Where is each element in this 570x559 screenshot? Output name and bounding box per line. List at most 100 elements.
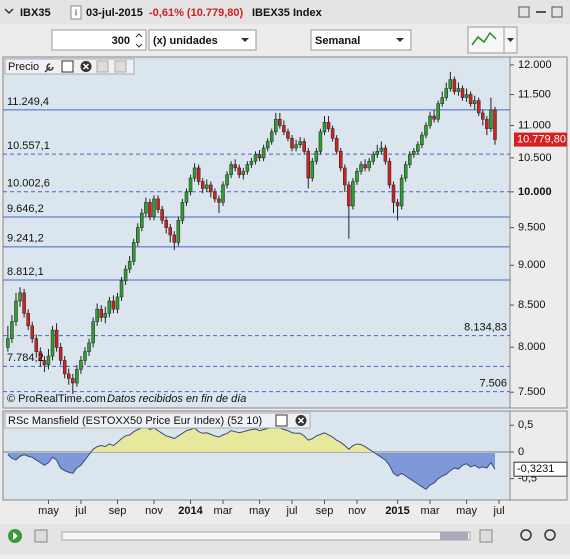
candle-body — [164, 220, 168, 228]
candle-body — [387, 160, 392, 186]
candle-body — [87, 342, 91, 352]
candle-body — [221, 184, 225, 203]
candle-body — [269, 131, 274, 142]
fit-button[interactable] — [479, 529, 493, 543]
restore-button[interactable] — [518, 6, 530, 18]
indicator-header — [4, 412, 311, 429]
indicator-close-x — [297, 417, 305, 424]
units-input[interactable] — [51, 29, 147, 51]
symbol-dropdown[interactable] — [4, 8, 14, 15]
chart-style-icon — [471, 31, 497, 46]
candle-body — [200, 181, 205, 189]
y-tick-label: 8.500 — [518, 299, 546, 311]
candle-body — [326, 122, 331, 129]
last-price-box — [514, 132, 567, 147]
candle-body — [245, 164, 250, 172]
y-tick-label: 9.500 — [518, 222, 546, 234]
candle-body — [127, 261, 132, 270]
candle-body — [152, 198, 156, 217]
candle-body — [140, 212, 144, 228]
candle-body — [318, 131, 323, 152]
candle-body — [119, 280, 124, 298]
units-select[interactable] — [148, 29, 257, 51]
x-tick-label: jul — [493, 505, 505, 517]
y-tick-label: 9.000 — [518, 259, 546, 271]
negative-area — [7, 452, 495, 490]
candle-body — [91, 321, 95, 344]
level-label: 8.134,83 — [464, 322, 507, 334]
maximize-button[interactable] — [551, 6, 563, 18]
candle-body — [205, 184, 209, 189]
scrollbar[interactable] — [61, 531, 471, 541]
candle-body — [306, 151, 311, 179]
candle-body — [83, 351, 87, 361]
y-tick-label: 8.000 — [518, 341, 546, 353]
candle-body — [294, 144, 298, 149]
candle-body — [448, 79, 453, 89]
last-value-label: -0,3231 — [517, 463, 554, 475]
indicator-line — [7, 425, 496, 490]
candle-body — [436, 103, 440, 120]
candle-body — [22, 292, 26, 314]
candle-body — [184, 191, 189, 203]
x-tick-label: may — [456, 505, 477, 517]
candle-body — [18, 292, 22, 302]
candle-body — [71, 378, 75, 384]
candle-body — [375, 151, 380, 155]
zoom-in[interactable] — [544, 529, 556, 541]
candle-body — [229, 164, 233, 175]
candle-body — [330, 128, 335, 139]
symbol: IBX35 — [20, 7, 51, 19]
candle-body — [131, 242, 136, 262]
candle-body — [355, 171, 359, 182]
period-select[interactable] — [310, 29, 412, 51]
candle-body — [363, 164, 367, 169]
down-icon[interactable] — [114, 60, 127, 73]
x-tick-label: sep — [109, 505, 127, 517]
scroll-thumb[interactable] — [440, 532, 468, 540]
candle-body — [481, 112, 485, 120]
level-label: 7.784,2 — [7, 352, 44, 364]
level-label: 7.506 — [479, 378, 507, 390]
candle-body — [241, 171, 246, 175]
candle-body — [424, 125, 428, 136]
up-icon[interactable] — [96, 60, 109, 73]
info-icon[interactable] — [70, 5, 82, 20]
candle-body — [298, 141, 302, 146]
candle-body — [225, 174, 229, 186]
period-arrow — [396, 38, 404, 42]
chart-style-arrow — [507, 38, 514, 42]
note: Datos recibidos en fin de día — [107, 393, 246, 405]
candle-body — [476, 100, 481, 114]
candle-body — [257, 154, 262, 159]
candle-body — [472, 100, 477, 104]
candle-body — [468, 94, 473, 104]
candle-body — [464, 94, 469, 98]
candle-body — [282, 125, 286, 133]
level-label: 10.557,1 — [7, 140, 50, 152]
close-x — [82, 63, 90, 70]
candle-body — [416, 144, 420, 152]
zoom-out[interactable] — [520, 529, 532, 541]
candle-body — [460, 88, 465, 98]
candle-body — [54, 329, 59, 348]
date: 03-jul-2015 — [86, 7, 143, 19]
level-label: 10.002,6 — [7, 178, 50, 190]
candle-body — [493, 109, 497, 140]
candle-body — [10, 321, 14, 339]
candle-body — [26, 313, 30, 327]
tool-button[interactable] — [34, 529, 48, 543]
x-tick-label: may — [249, 505, 270, 517]
candle-body — [420, 134, 424, 146]
spinner[interactable] — [135, 33, 143, 48]
x-tick-label: may — [38, 505, 59, 517]
candle-body — [107, 300, 112, 314]
settings-icon[interactable] — [44, 63, 54, 73]
window-icon[interactable] — [61, 60, 74, 73]
x-tick-label: nov — [145, 505, 163, 517]
last-price-label: 10.779,80 — [517, 133, 566, 145]
y-tick-label: 12.000 — [518, 59, 552, 71]
info-i: i — [75, 7, 77, 17]
indicator-window-icon[interactable] — [275, 414, 288, 427]
indicator-plot — [3, 425, 510, 490]
